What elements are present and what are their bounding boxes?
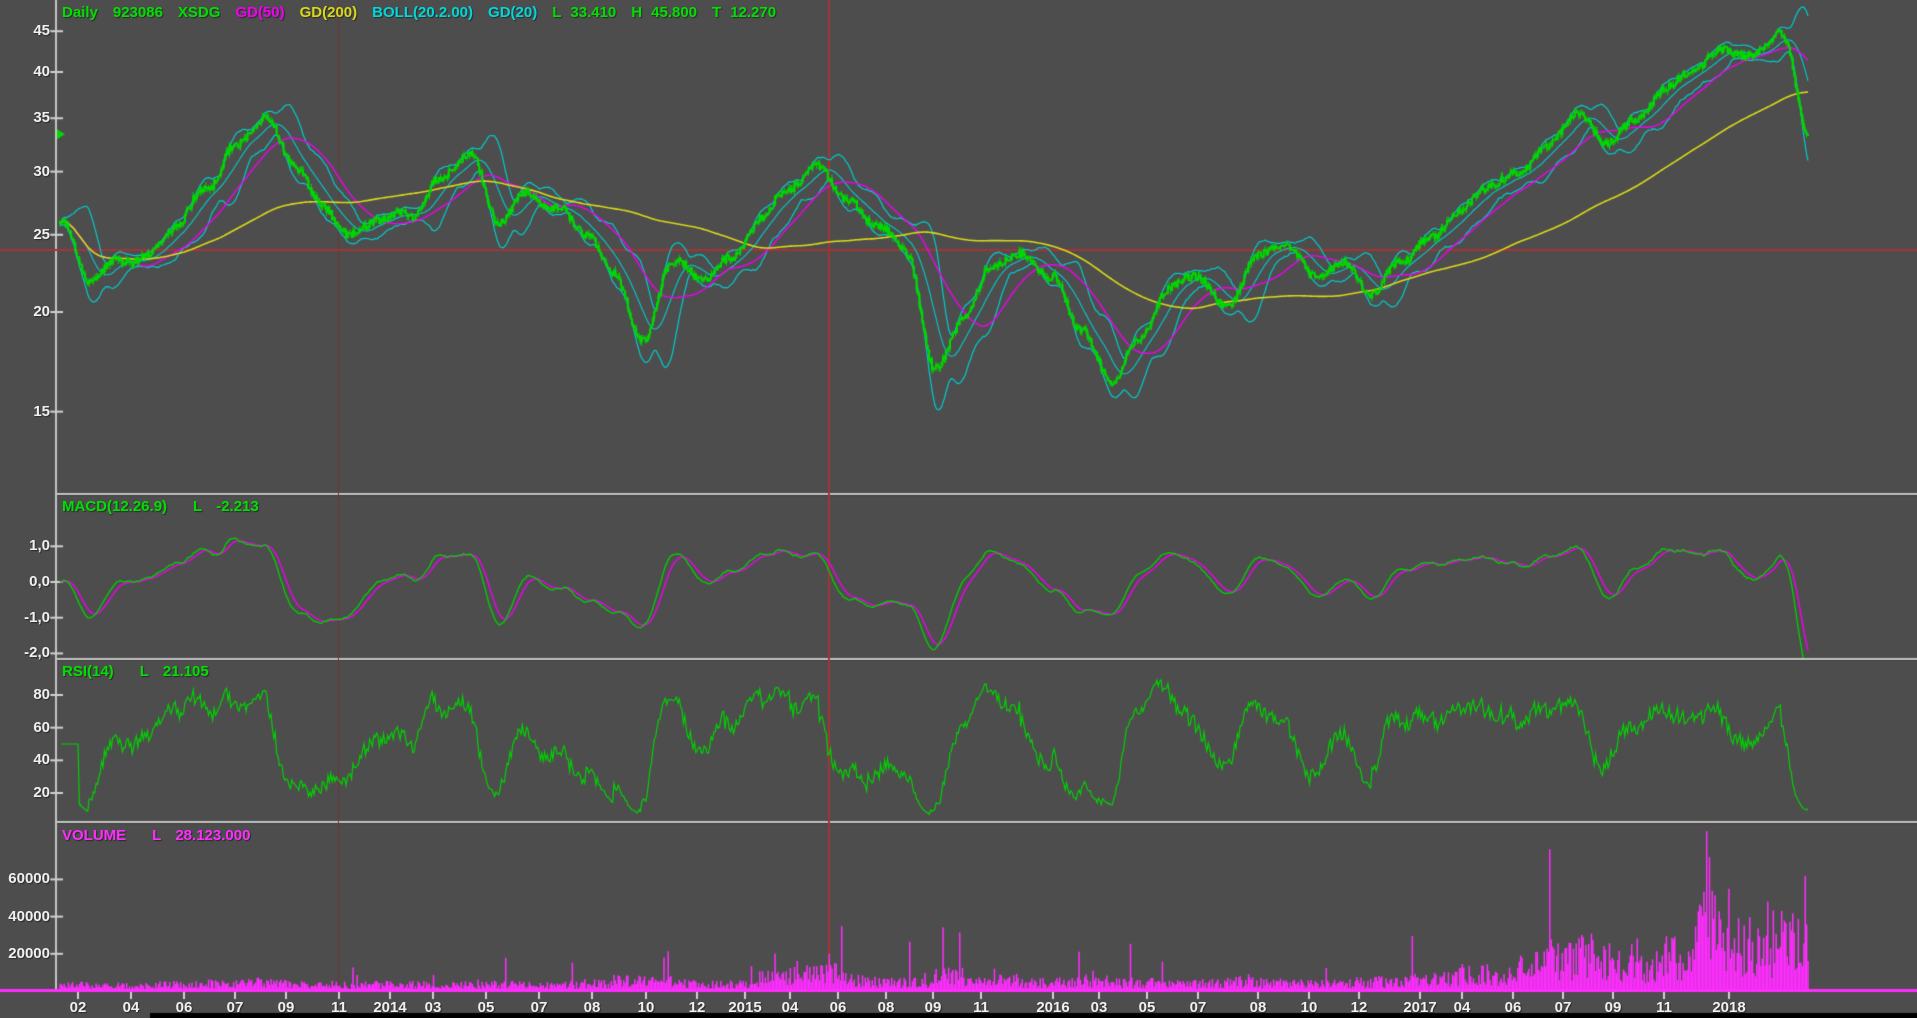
x-axis-tick-label: 10 [1300, 999, 1318, 1016]
macd-panel-title: MACD(12.26.9) [62, 498, 168, 515]
y-axis-tick-label: 40 [33, 751, 50, 769]
x-axis-tick-label: 04 [781, 999, 799, 1016]
y-axis-tick-label: 15 [33, 402, 50, 420]
x-axis-tick-label: 07 [1554, 999, 1572, 1016]
x-axis-tick-label: 2016 [1036, 999, 1070, 1016]
x-axis-tick-label: 2017 [1403, 999, 1437, 1016]
volume-panel-header: VOLUME L 28.123.000 [62, 827, 250, 844]
legend-gd200: GD(200) [299, 4, 358, 21]
y-axis-tick-label: -1,0 [24, 608, 50, 626]
legend-gd20: GD(20) [488, 4, 538, 21]
x-axis-tick-label: 02 [69, 999, 87, 1016]
x-axis-tick-label: 2014 [373, 999, 407, 1016]
volume-value-label: L [152, 827, 162, 844]
rsi-panel-header: RSI(14) L 21.105 [62, 663, 209, 680]
x-axis-tick-label: 05 [477, 999, 495, 1016]
volume-last-value: 28.123.000 [175, 827, 251, 844]
x-axis-tick-label: 07 [1189, 999, 1207, 1016]
x-axis-tick-label: 11 [1656, 999, 1672, 1016]
x-axis-tick-label: 04 [1453, 999, 1471, 1016]
legend-period: Daily [62, 4, 98, 21]
x-axis-tick-label: 12 [688, 999, 706, 1016]
x-axis-tick-label: 07 [226, 999, 244, 1016]
y-axis-tick-label: 60000 [8, 870, 50, 888]
volume-panel-title: VOLUME [62, 827, 127, 844]
x-axis-tick-label: 09 [1604, 999, 1622, 1016]
x-axis-tick-label: 08 [1249, 999, 1267, 1016]
x-axis-tick-label: 06 [829, 999, 847, 1016]
x-axis-tick-label: 03 [1090, 999, 1108, 1016]
legend-t-label: T [712, 4, 722, 21]
legend-symbol-id: 923086 [112, 4, 163, 21]
x-axis-tick-label: 06 [175, 999, 193, 1016]
y-axis-tick-label: 1,0 [29, 537, 50, 555]
x-axis-tick-label: 11 [973, 999, 989, 1016]
legend-last-value: 33.410 [570, 4, 617, 21]
y-axis-tick-label: 35 [33, 109, 50, 127]
y-axis-tick-label: 30 [33, 162, 50, 180]
y-axis-tick-label: 20000 [8, 944, 50, 962]
main-chart-legend: Daily 923086 XSDG GD(50) GD(200) BOLL(20… [62, 4, 776, 21]
x-axis-tick-label: 2018 [1712, 999, 1746, 1016]
y-axis-tick-label: 40 [33, 63, 50, 80]
y-axis-tick-label: 45 [33, 22, 50, 40]
x-axis-tick-label: 03 [424, 999, 442, 1016]
x-axis-tick-label: 12 [1350, 999, 1368, 1016]
x-axis-tick-label: 09 [277, 999, 295, 1016]
y-axis-tick-label: 80 [33, 686, 50, 703]
macd-value-label: L [193, 498, 203, 515]
legend-t-value: 12.270 [730, 4, 777, 21]
legend-boll: BOLL(20.2.00) [372, 4, 474, 21]
y-axis-tick-label: 0,0 [29, 573, 50, 590]
y-axis-tick-label: 20 [33, 303, 50, 321]
y-axis-tick-label: -2,0 [24, 644, 50, 662]
y-axis-tick-label: 20 [33, 783, 50, 801]
y-axis-tick-label: 25 [33, 225, 50, 243]
x-axis-tick-label: 06 [1504, 999, 1522, 1016]
x-axis-tick-label: 07 [530, 999, 548, 1016]
legend-high-label: H [631, 4, 643, 21]
x-axis-tick-label: 10 [637, 999, 655, 1016]
legend-gd50: GD(50) [235, 4, 285, 21]
x-axis-tick-label: 11 [331, 999, 347, 1016]
x-axis-tick-label: 08 [877, 999, 895, 1016]
x-axis-tick-label: 09 [924, 999, 942, 1016]
x-axis-tick-label: 05 [1138, 999, 1156, 1016]
legend-symbol-name: XSDG [177, 4, 221, 21]
rsi-value-label: L [139, 663, 149, 680]
x-axis-tick-label: 04 [122, 999, 140, 1016]
rsi-panel-title: RSI(14) [62, 663, 114, 680]
rsi-last-value: 21.105 [162, 663, 209, 680]
y-axis-tick-label: 40000 [8, 907, 50, 925]
x-axis-tick-label: 08 [583, 999, 601, 1016]
macd-last-value: -2.213 [216, 498, 259, 515]
legend-last-label: L [552, 4, 562, 21]
y-axis-tick-label: 60 [33, 718, 50, 736]
x-axis-tick-label: 2015 [728, 999, 762, 1016]
macd-panel-header: MACD(12.26.9) L -2.213 [62, 498, 259, 515]
legend-high-value: 45.800 [651, 4, 698, 21]
